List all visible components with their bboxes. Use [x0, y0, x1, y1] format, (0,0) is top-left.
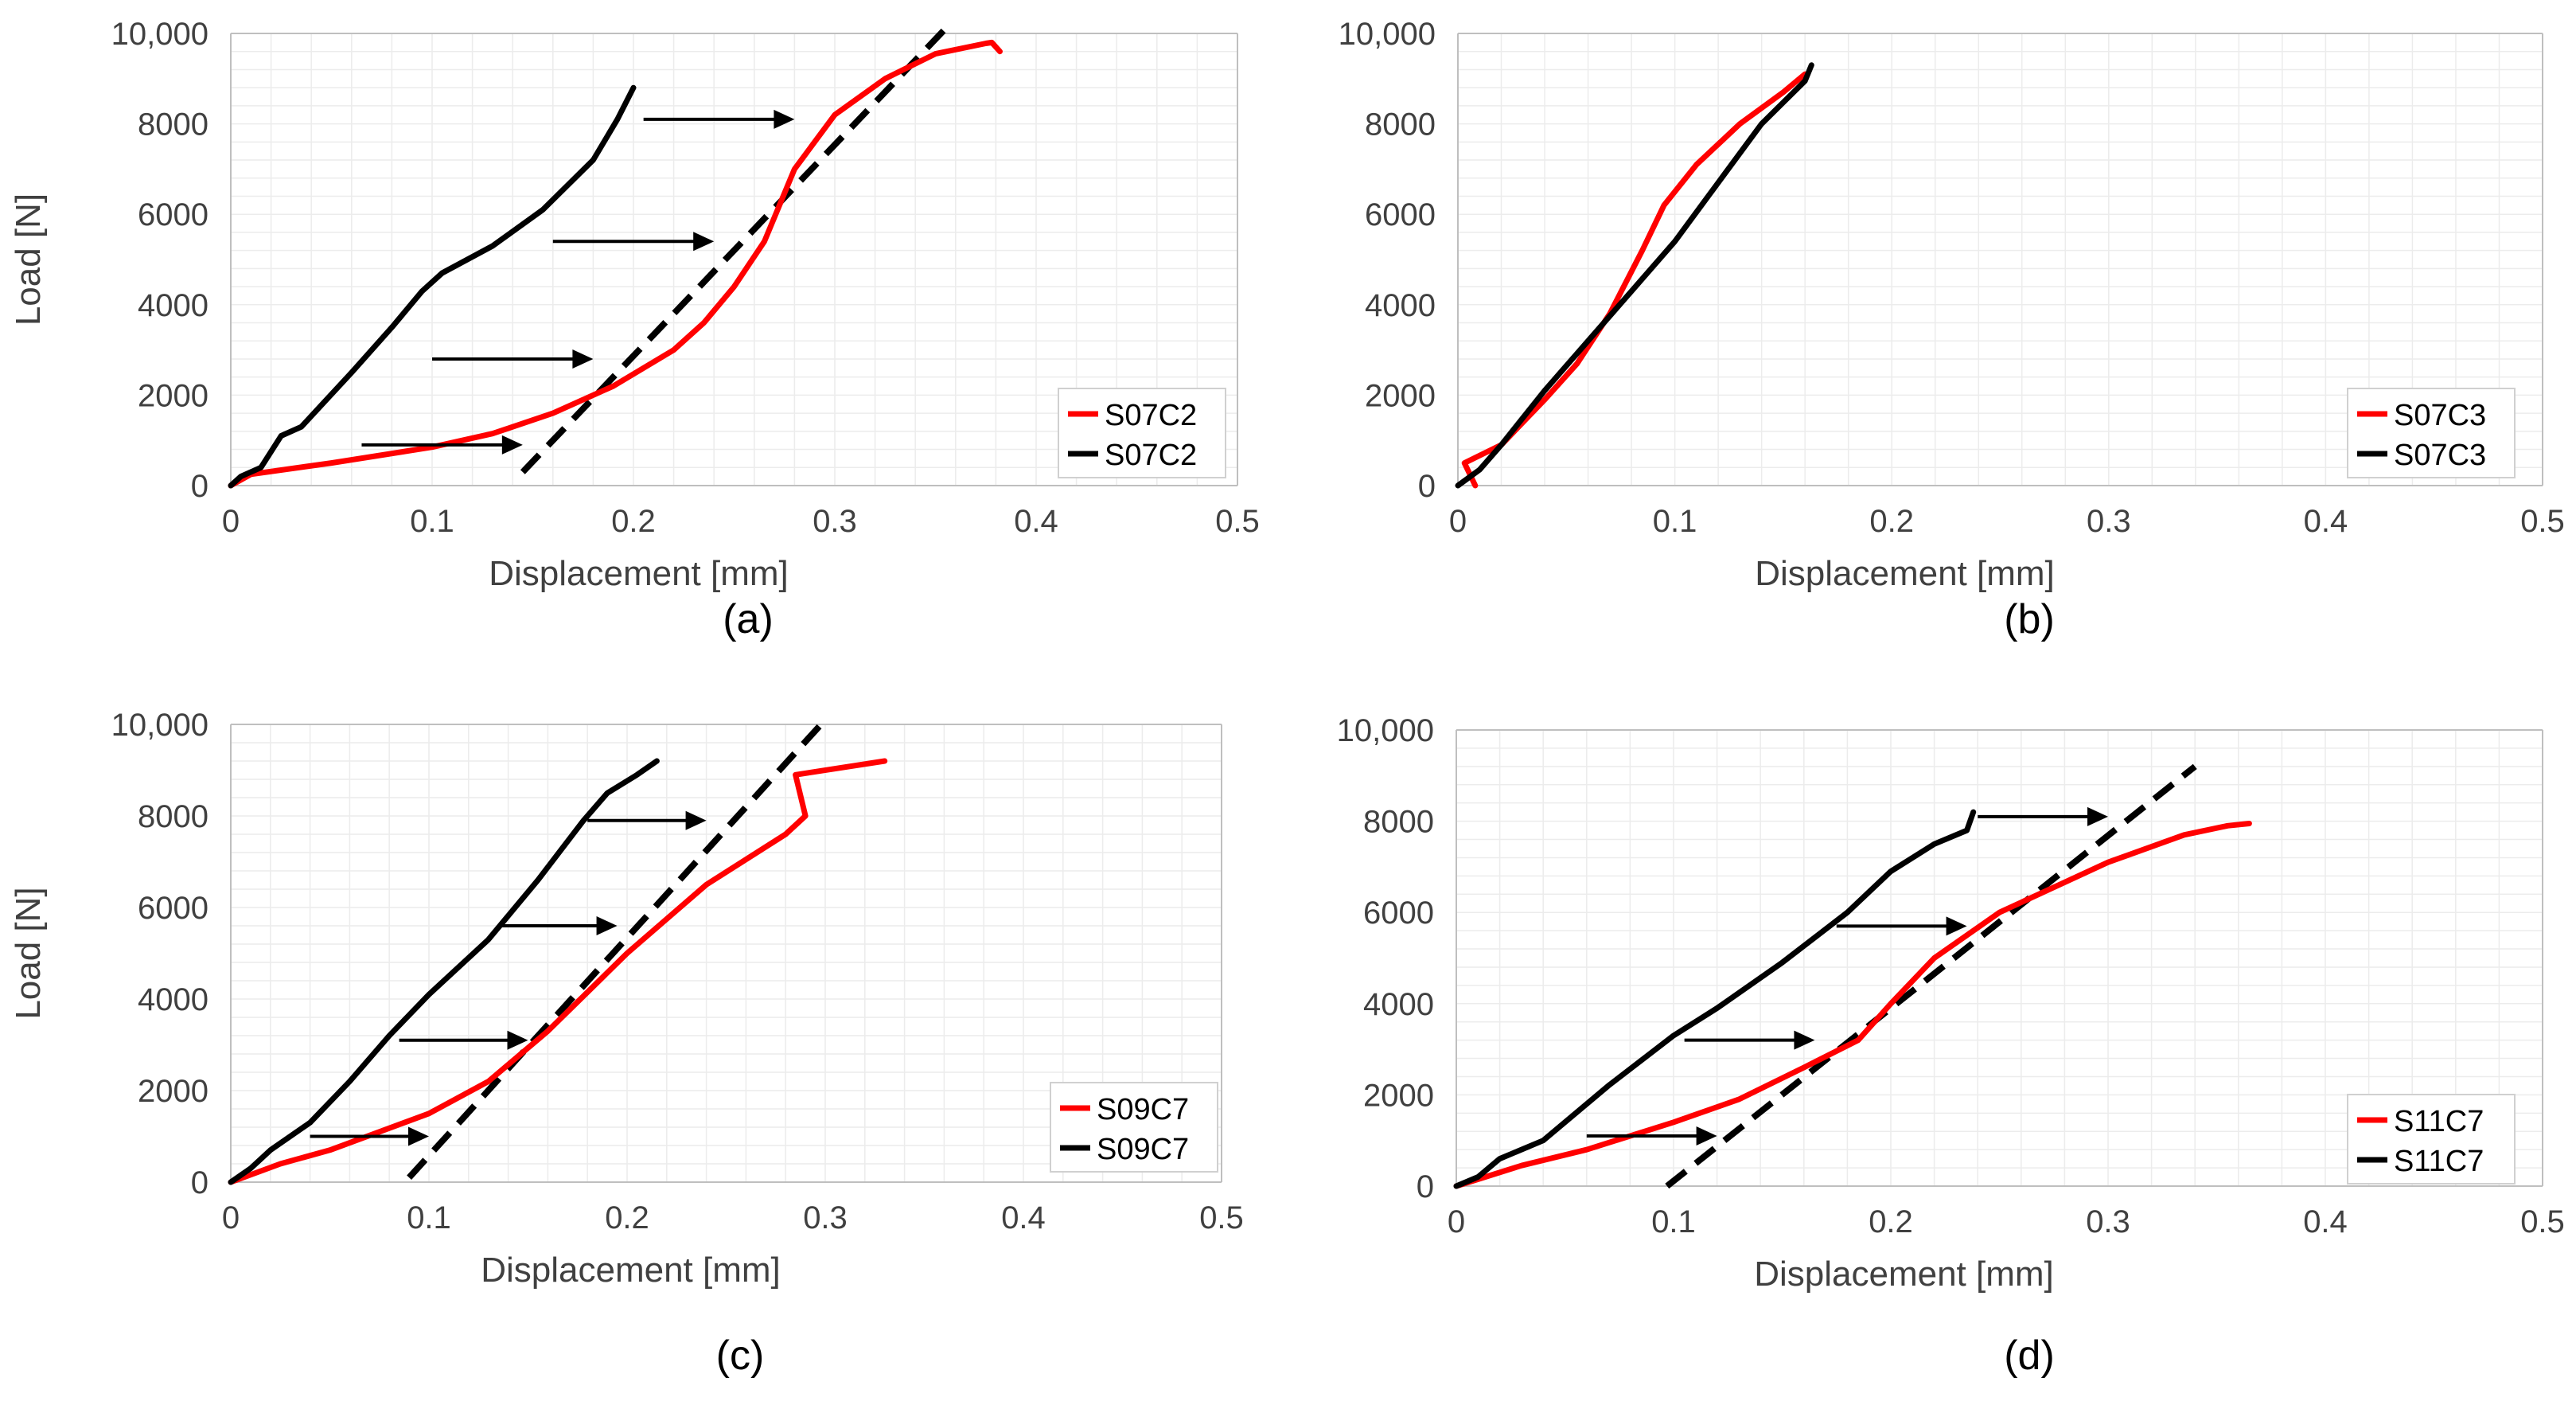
x-tick-label: 0.5: [1215, 504, 1260, 539]
x-tick-label: 0.4: [2303, 1204, 2348, 1239]
x-tick-label: 0.4: [1014, 504, 1058, 539]
series-line-black: [1453, 809, 1977, 1189]
x-tick-label: 0.3: [2087, 504, 2131, 539]
legend-box: [2347, 1094, 2516, 1185]
legend-box: [1050, 1082, 1218, 1173]
y-tick-label: 10,000: [1339, 17, 1436, 52]
x-tick-label: 0.3: [813, 504, 857, 539]
y-tick-label: 2000: [1363, 1078, 1434, 1113]
legend-label: S07C2: [1105, 399, 1197, 432]
y-tick-label: 8000: [138, 799, 208, 834]
panel-caption: (c): [716, 1333, 765, 1379]
x-axis-title: Displacement [mm]: [481, 1251, 781, 1290]
x-tick-label: 0.1: [1653, 504, 1697, 539]
y-tick-label: 4000: [138, 288, 208, 323]
y-axis-title: Load [N]: [9, 193, 48, 326]
y-tick-label: 0: [191, 1165, 208, 1200]
y-tick-label: 10,000: [111, 708, 208, 743]
y-tick-label: 6000: [138, 197, 208, 232]
chart-panel-d: 0 0.1 0.2 0.3 0.4 0.5 0 2000 4000 6000 8000 10,000 D…: [1337, 713, 2565, 1379]
y-tick-label: 10,000: [1337, 713, 1434, 748]
series-line-red: [1453, 821, 2252, 1189]
y-tick-label: 10,000: [111, 17, 208, 52]
x-axis-title: Displacement [mm]: [1754, 1255, 2054, 1294]
shift-arrow-head: [1794, 1030, 1815, 1050]
y-tick-label: 4000: [1365, 288, 1436, 323]
shift-arrow-head: [685, 810, 707, 830]
x-tick-label: 0.1: [407, 1200, 451, 1235]
legend-label: S11C7: [2394, 1105, 2484, 1138]
legend-label: S07C3: [2394, 399, 2486, 432]
y-tick-label: 8000: [1363, 805, 1434, 840]
x-axis-title: Displacement [mm]: [1755, 554, 2055, 593]
x-tick-label: 0.5: [1199, 1200, 1244, 1235]
chart-panel-b: 0 0.1 0.2 0.3 0.4 0.5 0 2000 4000 6000 8000 10,000 D…: [1339, 17, 2565, 642]
x-tick-label: 0: [1449, 504, 1467, 539]
shift-arrow-head: [507, 1030, 528, 1050]
series-line-black: [228, 758, 660, 1185]
shift-arrow-head: [774, 109, 795, 129]
legend-label: S11C7: [2394, 1145, 2484, 1178]
x-tick-label: 0.4: [2304, 504, 2348, 539]
dashed-stiffness-line: [520, 21, 953, 474]
y-axis-title: Load [N]: [9, 887, 48, 1019]
legend-label: S07C2: [1105, 439, 1197, 472]
dashed-stiffness-line: [1665, 763, 2197, 1189]
y-tick-label: 4000: [1363, 987, 1434, 1022]
series-line-red: [228, 758, 888, 1185]
x-tick-label: 0.5: [2520, 504, 2565, 539]
x-tick-label: 0: [222, 504, 240, 539]
y-tick-label: 2000: [1365, 378, 1436, 413]
x-tick-label: 0.2: [1869, 1204, 1913, 1239]
y-tick-label: 0: [191, 469, 208, 504]
y-tick-label: 6000: [138, 891, 208, 926]
chart-panel-a: 0 0.1 0.2 0.3 0.4 0.5 0 2000 4000 6000 8000 10,000 D…: [9, 17, 1260, 642]
series-line-black: [228, 84, 637, 489]
legend-box: [2347, 388, 2516, 478]
x-tick-label: 0.1: [1651, 1204, 1696, 1239]
shift-arrow-head: [572, 349, 594, 369]
series-line-red: [228, 39, 1003, 489]
y-tick-label: 0: [1417, 1169, 1434, 1204]
x-tick-label: 0.3: [803, 1200, 848, 1235]
shift-arrow-head: [501, 435, 523, 455]
dashed-stiffness-line: [407, 717, 828, 1180]
y-tick-label: 0: [1418, 469, 1436, 504]
y-tick-label: 8000: [138, 107, 208, 142]
shift-arrow-head: [596, 916, 618, 935]
x-tick-label: 0.3: [2086, 1204, 2130, 1239]
panel-caption: (d): [2004, 1333, 2055, 1379]
y-tick-label: 4000: [138, 982, 208, 1017]
legend-label: S07C3: [2394, 439, 2486, 472]
x-tick-label: 0.2: [1869, 504, 1914, 539]
shift-arrow-head: [408, 1126, 429, 1146]
legend-box: [1058, 388, 1226, 478]
shift-arrow-head: [693, 232, 715, 252]
x-tick-label: 0: [1448, 1204, 1465, 1239]
x-axis-title: Displacement [mm]: [489, 554, 789, 593]
y-tick-label: 6000: [1365, 197, 1436, 232]
x-tick-label: 0.4: [1001, 1200, 1046, 1235]
legend-label: S09C7: [1097, 1093, 1189, 1126]
x-tick-label: 0.2: [611, 504, 656, 539]
chart-panel-c: 0 0.1 0.2 0.3 0.4 0.5 0 2000 4000 6000 8000 10,000 D…: [9, 708, 1244, 1379]
y-tick-label: 2000: [138, 378, 208, 413]
y-tick-label: 6000: [1363, 896, 1434, 931]
panel-caption: (b): [2004, 596, 2055, 642]
shift-arrow-head: [1696, 1126, 1717, 1146]
x-tick-label: 0.1: [410, 504, 454, 539]
legend-label: S09C7: [1097, 1133, 1189, 1166]
x-tick-label: 0: [222, 1200, 240, 1235]
x-tick-label: 0.5: [2520, 1204, 2565, 1239]
y-tick-label: 8000: [1365, 107, 1436, 142]
shift-arrow-head: [2087, 806, 2108, 826]
x-tick-label: 0.2: [605, 1200, 649, 1235]
y-tick-label: 2000: [138, 1074, 208, 1109]
series-line-black: [1455, 62, 1814, 489]
panel-caption: (a): [723, 596, 774, 642]
shift-arrow-head: [1946, 916, 1967, 936]
